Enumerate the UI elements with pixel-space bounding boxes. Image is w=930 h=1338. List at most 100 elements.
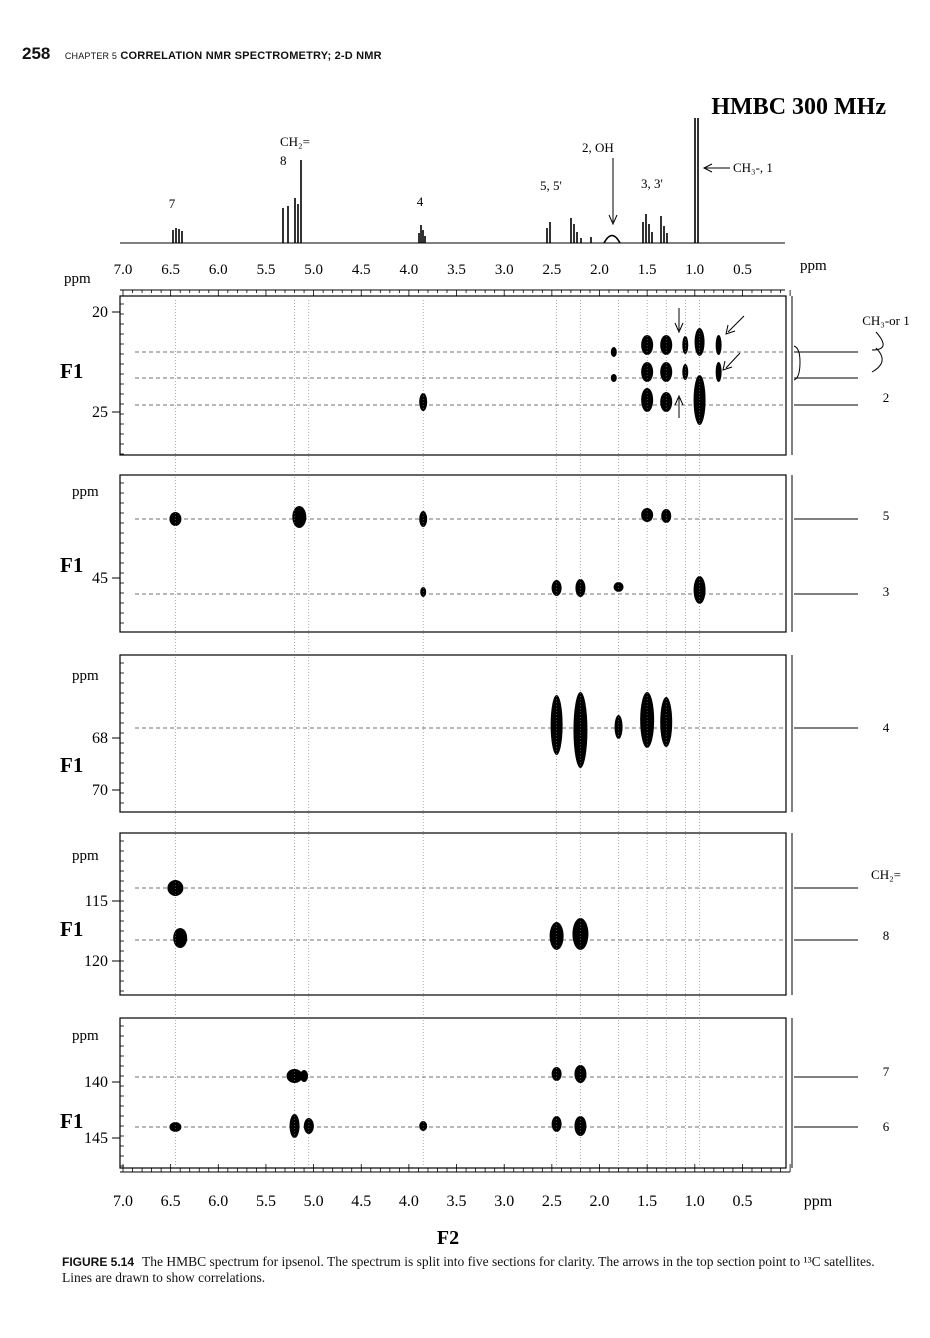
arrow-h2oh — [608, 158, 618, 226]
projection-brace — [793, 345, 801, 381]
hmbc-figure: HMBC 300 MHz 7 CH₂= 8 4 5, 5' 2, OH 3, 3… — [60, 94, 910, 1249]
bottom-tick-label: 6.5 — [161, 1193, 181, 1210]
carbon-assignment-label: 5 — [883, 508, 890, 523]
f1-unit: ppm — [72, 484, 99, 500]
bottom-tick-label: 7.0 — [113, 1193, 133, 1210]
top-tick-label: 1.0 — [685, 262, 704, 278]
correlation-guide-lines — [175, 300, 700, 1168]
f1-tick-label: 45 — [92, 570, 108, 587]
caption-text: The HMBC spectrum for ipsenol. The spect… — [62, 1254, 875, 1285]
ch3-brace-arrows — [871, 331, 884, 373]
cross-peak — [292, 506, 307, 528]
label-h5: 5, 5' — [540, 178, 562, 193]
carbon-assignment-label: 7 — [883, 1064, 890, 1079]
chapter-heading: CHAPTER 5 CORRELATION NMR SPECTROMETRY; … — [65, 50, 382, 62]
cross-peak — [173, 928, 188, 948]
f1-axis-label: F1 — [60, 1109, 83, 1133]
f1-tick-label: 145 — [84, 1130, 108, 1147]
label-ch3: CH₃-, 1 — [733, 160, 773, 175]
cross-peak — [610, 374, 617, 382]
f1-tick-label: 115 — [85, 893, 108, 910]
top-tick-label: 5.5 — [257, 262, 276, 278]
top-tick-label: 3.5 — [447, 262, 466, 278]
f1-tick-label: 140 — [84, 1074, 108, 1091]
bottom-tick-label: 6.0 — [208, 1193, 228, 1210]
proton-spectrum-peaks — [172, 118, 699, 244]
satellite-arrow — [725, 315, 745, 335]
figure-label: FIGURE 5.14 — [62, 1255, 135, 1269]
cross-peak — [550, 695, 563, 755]
carbon-assignment-label: 3 — [883, 584, 890, 599]
carbon-assignment-label: CH₃-or 1 — [862, 313, 910, 328]
panel-1: 20 25 F1 CH₃-or 1 2 — [60, 295, 910, 456]
label-h4: 4 — [417, 194, 424, 209]
bottom-tick-label: 2.0 — [590, 1193, 610, 1210]
carbon-assignment-label: CH₂= — [871, 867, 901, 882]
cross-peak — [660, 697, 673, 747]
chapter-title: CORRELATION NMR SPECTROMETRY; 2-D NMR — [120, 50, 382, 62]
bottom-axis-minor-ticks — [122, 1164, 791, 1172]
top-axis-unit-right: ppm — [800, 258, 827, 274]
cross-peak — [169, 1122, 182, 1132]
top-tick-label: 4.0 — [400, 262, 419, 278]
panel-frame — [119, 1017, 787, 1169]
label-h33: 3, 3' — [641, 176, 663, 191]
f1-tick-label: 120 — [84, 953, 108, 970]
bottom-tick-label: 1.5 — [637, 1193, 657, 1210]
f1-tick-label: 25 — [92, 404, 108, 421]
panel-frame — [119, 654, 787, 813]
bottom-tick-label: 5.0 — [304, 1193, 324, 1210]
carbon-assignment-label: 4 — [883, 720, 890, 735]
f2-axis-label: F2 — [437, 1227, 459, 1249]
cross-peak — [693, 576, 706, 604]
f1-tick-label: 68 — [92, 730, 108, 747]
bottom-tick-label: 1.0 — [685, 1193, 705, 1210]
bottom-tick-label: 5.5 — [256, 1193, 276, 1210]
cross-peak — [551, 1116, 562, 1132]
label-ch2: CH₂= — [280, 134, 310, 149]
bottom-tick-label: 3.0 — [494, 1193, 514, 1210]
panel-frame — [119, 474, 787, 633]
cross-peak — [613, 582, 624, 592]
top-axis-minor-ticks — [122, 290, 791, 296]
top-axis-tick-labels: 7.0 6.5 6.0 5.5 5.0 4.5 4.0 3.5 3.0 2.5 2.0 1.5 1.0 0… — [114, 262, 752, 278]
top-tick-label: 6.5 — [161, 262, 180, 278]
top-tick-label: 0.5 — [733, 262, 752, 278]
top-tick-label: 2.0 — [590, 262, 609, 278]
satellite-arrow — [674, 394, 684, 418]
panel-2: 45 F1 ppm 5 3 — [60, 474, 890, 633]
top-tick-label: 2.5 — [542, 262, 561, 278]
panel-3: 68 70 F1 ppm 4 — [60, 654, 890, 813]
satellite-arrow — [674, 308, 684, 334]
figure-caption: FIGURE 5.14 The HMBC spectrum for ipsenol… — [62, 1254, 902, 1286]
bottom-axis-tick-labels: 7.0 6.5 6.0 5.5 5.0 4.5 4.0 3.5 3.0 2.5 2.0 1.5 1.0 0… — [113, 1193, 752, 1210]
satellite-arrow — [722, 352, 741, 371]
bottom-tick-label: 3.5 — [447, 1193, 467, 1210]
f1-unit: ppm — [72, 668, 99, 684]
top-tick-label: 3.0 — [495, 262, 514, 278]
top-axis-unit: ppm — [64, 271, 91, 287]
bottom-tick-label: 2.5 — [542, 1193, 562, 1210]
f1-unit: ppm — [72, 1028, 99, 1044]
f1-tick-label: 70 — [92, 782, 108, 799]
panel-frame — [119, 832, 787, 996]
f1-axis-label: F1 — [60, 917, 83, 941]
f1-unit: ppm — [72, 848, 99, 864]
page-header: 258 CHAPTER 5 CORRELATION NMR SPECTROMET… — [22, 44, 382, 64]
f1-axis-label: F1 — [60, 753, 83, 777]
cross-peak — [300, 1070, 309, 1082]
top-tick-label: 4.5 — [352, 262, 371, 278]
cross-peak — [715, 335, 722, 355]
bottom-tick-label: 4.0 — [399, 1193, 419, 1210]
cross-peak — [286, 1069, 303, 1083]
top-tick-label: 7.0 — [114, 262, 133, 278]
top-tick-label: 1.5 — [638, 262, 657, 278]
label-h2oh: 2, OH — [582, 140, 614, 155]
bottom-tick-label: 4.5 — [351, 1193, 371, 1210]
carbon-assignment-label: 2 — [883, 390, 890, 405]
f1-axis-label: F1 — [60, 553, 83, 577]
page-number: 258 — [22, 44, 51, 63]
